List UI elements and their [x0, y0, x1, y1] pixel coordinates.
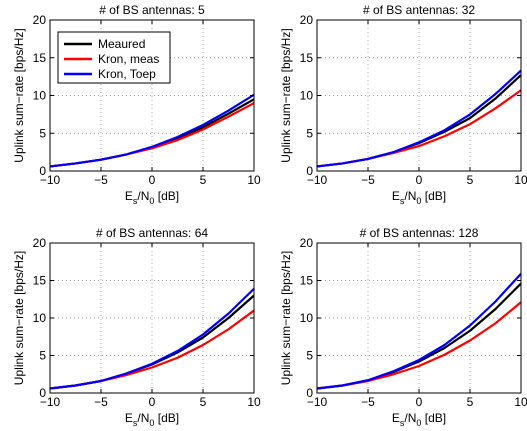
- x-tick-label: −10: [307, 173, 328, 187]
- x-axis-label-part: s: [133, 196, 138, 206]
- x-axis-label-part: /N: [404, 411, 416, 425]
- chart-panel-1: −10 −5 0 5 10 0 5 10 15 20 # of BS antennas: 5 Upli…: [12, 3, 261, 206]
- y-tick-label: 10: [300, 89, 314, 103]
- x-axis-label-part: [dB]: [421, 189, 446, 203]
- y-tick-label: 15: [300, 51, 314, 65]
- x-tick-label: 5: [200, 173, 207, 187]
- x-axis-label-part: [dB]: [154, 189, 179, 203]
- series-line-kron-toep: [49, 287, 255, 390]
- y-tick-label: 20: [33, 13, 47, 27]
- y-tick-label: 0: [306, 164, 313, 178]
- x-axis-label: Es/N0 [dB]: [392, 411, 446, 428]
- chart-panel-2: −10 −5 0 5 10 0 5 10 15 20 # of BS antennas: 32 Upl…: [279, 3, 527, 206]
- y-tick-label: 10: [33, 311, 47, 325]
- x-axis-label-part: E: [392, 411, 400, 425]
- legend-entry: Kron, meas: [98, 52, 159, 66]
- x-axis-label-part: 0: [416, 418, 421, 428]
- x-tick-label: 10: [247, 173, 261, 187]
- legend-entry: Kron, Toep: [98, 67, 156, 81]
- y-tick-label: 20: [300, 236, 314, 250]
- x-axis-label-part: /N: [137, 411, 149, 425]
- x-tick-label: −5: [94, 173, 108, 187]
- x-tick-label: −5: [361, 173, 375, 187]
- x-axis-label-part: s: [133, 418, 138, 428]
- x-axis-label-part: 0: [416, 196, 421, 206]
- y-axis-label: Uplink sum−rate [bps/Hz]: [12, 28, 26, 162]
- series-line-kron-toep: [49, 93, 255, 168]
- chart-title: # of BS antennas: 5: [99, 3, 205, 17]
- x-axis-label-part: 0: [149, 196, 154, 206]
- y-tick-label: 5: [39, 126, 46, 140]
- x-tick-label: 5: [467, 395, 474, 409]
- y-tick-label: 10: [33, 89, 47, 103]
- series-line-kron-toep: [316, 69, 522, 168]
- y-tick-label: 5: [306, 349, 313, 363]
- x-axis-label: Es/N0 [dB]: [125, 411, 179, 428]
- series-line-kron-toep: [316, 273, 522, 390]
- legend-entry: Meaured: [98, 37, 145, 51]
- y-tick-label: 20: [33, 236, 47, 250]
- y-axis-label: Uplink sum−rate [bps/Hz]: [279, 251, 293, 385]
- y-tick-label: 0: [39, 386, 46, 400]
- chart-title: # of BS antennas: 128: [360, 226, 479, 240]
- y-axis-label: Uplink sum−rate [bps/Hz]: [12, 251, 26, 385]
- chart-panel-3: −10 −5 0 5 10 0 5 10 15 20 # of BS antennas: 64 Upl…: [12, 226, 261, 428]
- x-axis-label-part: [dB]: [421, 411, 446, 425]
- x-axis-label-part: 0: [149, 418, 154, 428]
- x-tick-label: 0: [416, 395, 423, 409]
- x-tick-label: 0: [149, 173, 156, 187]
- y-tick-label: 15: [33, 51, 47, 65]
- x-tick-label: 0: [416, 173, 423, 187]
- x-tick-label: −10: [40, 395, 61, 409]
- y-tick-label: 0: [306, 386, 313, 400]
- chart-title: # of BS antennas: 32: [363, 3, 475, 17]
- y-tick-label: 10: [300, 311, 314, 325]
- y-tick-label: 15: [33, 274, 47, 288]
- x-axis-label-part: E: [125, 411, 133, 425]
- x-axis-label: Es/N0 [dB]: [125, 189, 179, 206]
- y-axis-label: Uplink sum−rate [bps/Hz]: [279, 28, 293, 162]
- x-axis-label: Es/N0 [dB]: [392, 189, 446, 206]
- x-tick-label: 5: [467, 173, 474, 187]
- y-tick-label: 5: [39, 349, 46, 363]
- x-tick-label: −5: [361, 395, 375, 409]
- chart-panel-4: −10 −5 0 5 10 0 5 10 15 20 # of BS antennas: 128 Up…: [279, 226, 527, 428]
- y-tick-label: 5: [306, 126, 313, 140]
- y-tick-label: 0: [39, 164, 46, 178]
- x-tick-label: 0: [149, 395, 156, 409]
- x-tick-label: 10: [514, 173, 527, 187]
- y-tick-label: 20: [300, 13, 314, 27]
- x-axis-label-part: /N: [404, 189, 416, 203]
- x-tick-label: −10: [307, 395, 328, 409]
- x-tick-label: −10: [40, 173, 61, 187]
- x-tick-label: 10: [514, 395, 527, 409]
- x-tick-label: 10: [247, 395, 261, 409]
- x-axis-label-part: E: [392, 189, 400, 203]
- chart-title: # of BS antennas: 64: [96, 226, 208, 240]
- x-axis-label-part: /N: [137, 189, 149, 203]
- x-axis-label-part: [dB]: [154, 411, 179, 425]
- x-axis-label-part: s: [400, 196, 405, 206]
- y-tick-label: 15: [300, 274, 314, 288]
- x-axis-label-part: E: [125, 189, 133, 203]
- x-tick-label: 5: [200, 395, 207, 409]
- x-axis-label-part: s: [400, 418, 405, 428]
- x-tick-label: −5: [94, 395, 108, 409]
- plot-area: [317, 243, 521, 393]
